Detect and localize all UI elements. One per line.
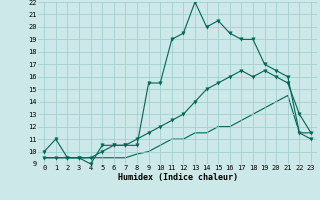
- X-axis label: Humidex (Indice chaleur): Humidex (Indice chaleur): [118, 173, 238, 182]
